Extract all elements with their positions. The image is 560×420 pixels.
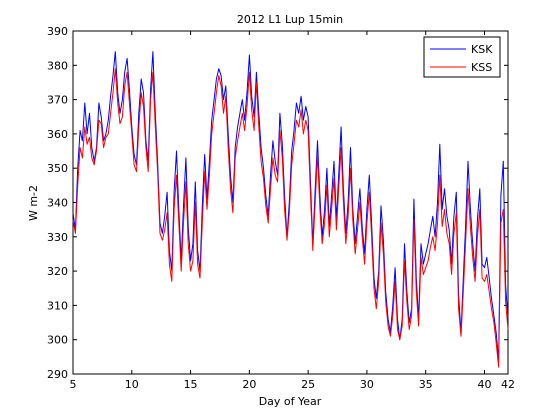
- x-tick-label: 42: [501, 378, 515, 391]
- legend-box: [423, 36, 501, 78]
- series-line-kss: [72, 68, 509, 368]
- legend-label-ksk: KSK: [471, 43, 493, 56]
- y-axis-ticks: 290 300 310 320 330 340 350 360 370 380 390: [47, 25, 508, 381]
- legend-label-kss: KSS: [471, 61, 492, 74]
- y-axis-label: W m-2: [27, 185, 40, 221]
- y-tick-label: 320: [47, 265, 68, 278]
- chart-title: 2012 L1 Lup 15min: [237, 13, 343, 26]
- y-tick-label: 310: [47, 299, 68, 312]
- y-tick-label: 360: [47, 128, 68, 141]
- y-tick-label: 290: [47, 368, 68, 381]
- x-tick-label: 25: [301, 378, 315, 391]
- x-axis-ticks: 5 10 15 20 25 30 35 40 42: [70, 31, 515, 391]
- x-tick-label: 20: [242, 378, 256, 391]
- x-tick-label: 40: [477, 378, 491, 391]
- series-layer: [72, 51, 509, 368]
- x-tick-label: 30: [360, 378, 374, 391]
- y-tick-label: 370: [47, 94, 68, 107]
- y-tick-label: 380: [47, 59, 68, 72]
- y-tick-label: 330: [47, 231, 68, 244]
- y-tick-label: 350: [47, 162, 68, 175]
- legend: KSK KSS: [423, 36, 501, 78]
- y-tick-label: 300: [47, 334, 68, 347]
- x-tick-label: 5: [70, 378, 77, 391]
- plot-area: [72, 30, 509, 375]
- y-tick-label: 390: [47, 25, 68, 38]
- x-axis-label: Day of Year: [259, 395, 322, 408]
- x-tick-label: 10: [125, 378, 139, 391]
- y-tick-label: 340: [47, 197, 68, 210]
- x-tick-label: 35: [419, 378, 433, 391]
- x-tick-label: 15: [184, 378, 198, 391]
